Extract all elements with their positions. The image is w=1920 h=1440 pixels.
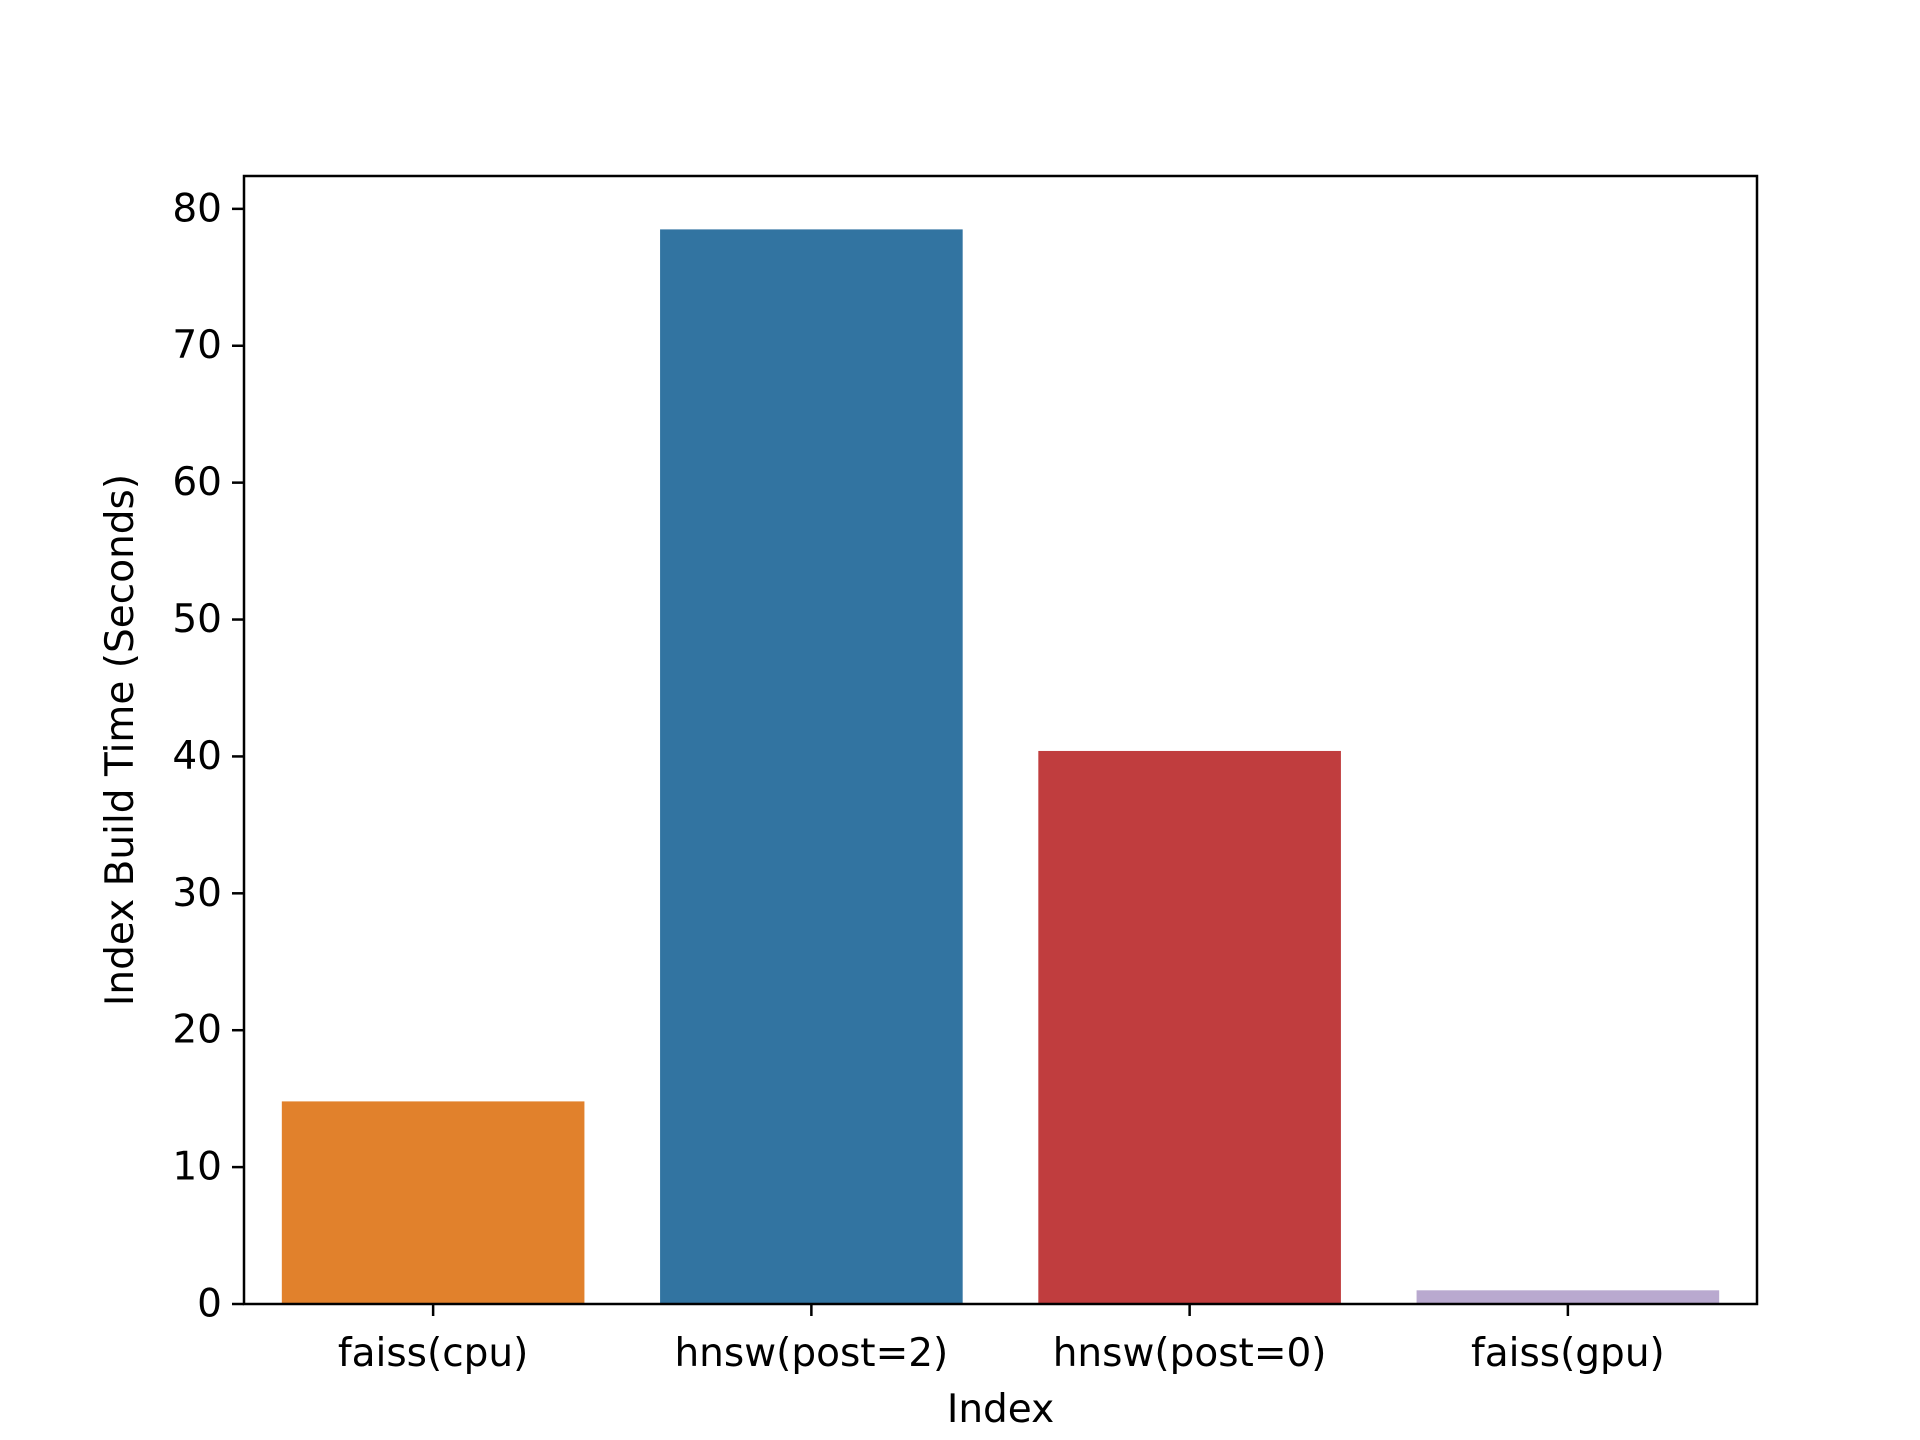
y-tick-label: 20 <box>172 1008 222 1053</box>
y-tick-label: 10 <box>172 1145 222 1190</box>
bars-group <box>281 229 1720 1305</box>
bar-faiss-gpu <box>1416 1290 1720 1304</box>
bar-faiss-cpu <box>281 1101 585 1304</box>
x-axis-label: Index <box>947 1387 1054 1432</box>
y-tick-label: 60 <box>172 460 222 505</box>
x-axis-ticks: faiss(cpu) hnsw(post=2) hnsw(post=0) faiss(… <box>338 1304 1665 1376</box>
x-tick-label: faiss(cpu) <box>338 1331 528 1376</box>
bar-hnsw-post-2 <box>660 229 963 1305</box>
y-tick-label: 30 <box>172 871 222 916</box>
y-tick-label: 50 <box>172 597 222 642</box>
y-axis-ticks: 0 10 20 30 40 50 60 70 80 <box>172 186 244 1327</box>
y-tick-label: 80 <box>172 186 222 231</box>
x-tick-label: faiss(gpu) <box>1471 1331 1665 1376</box>
y-axis-label: Index Build Time (Seconds) <box>98 474 143 1006</box>
x-tick-label: hnsw(post=2) <box>674 1331 948 1376</box>
y-tick-label: 0 <box>197 1282 222 1327</box>
plot-frame <box>242 174 1759 1306</box>
y-tick-label: 40 <box>172 734 222 779</box>
bar-hnsw-post-0 <box>1038 750 1341 1304</box>
x-tick-label: hnsw(post=0) <box>1053 1331 1327 1376</box>
y-tick-label: 70 <box>172 323 222 368</box>
